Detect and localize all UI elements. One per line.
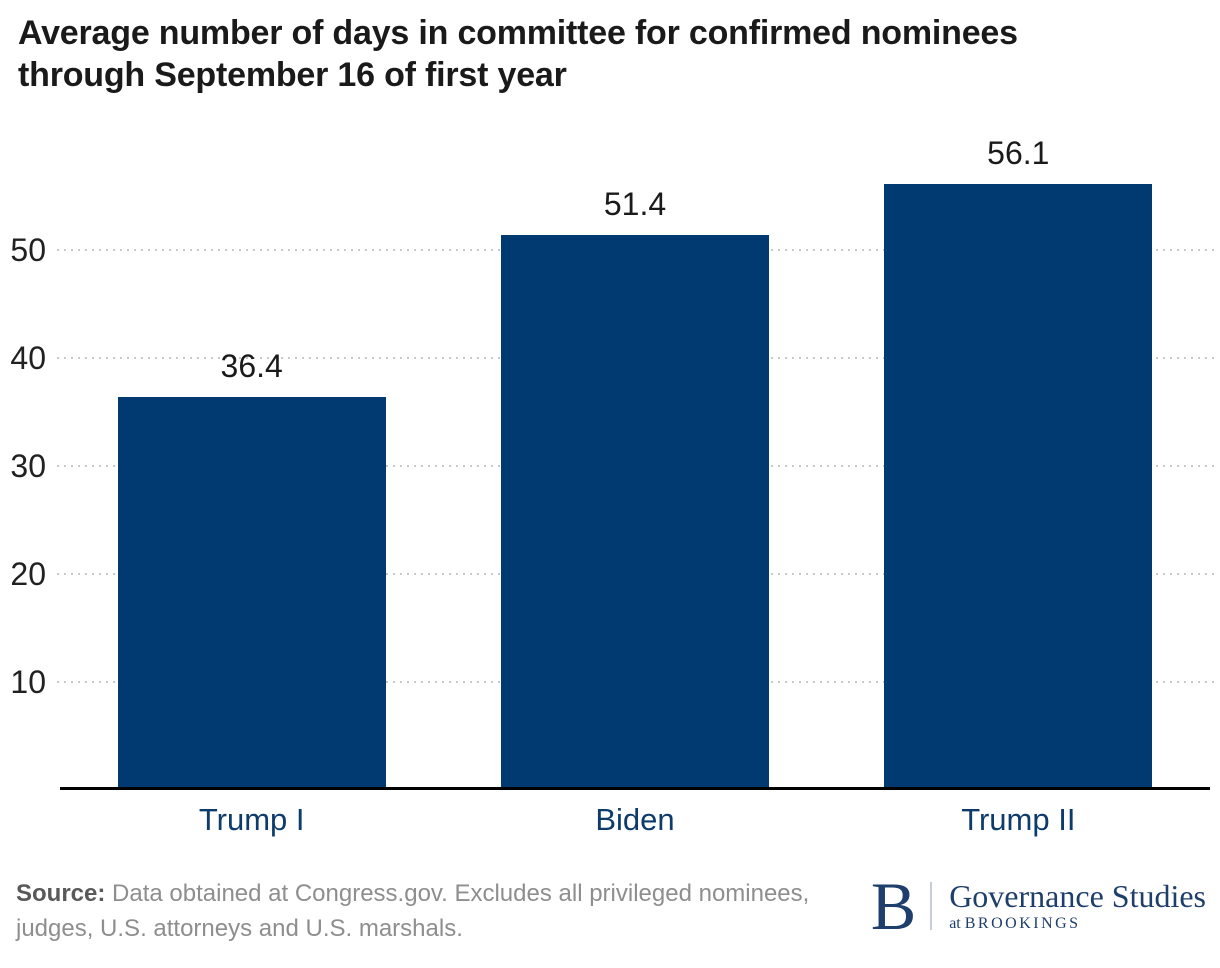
bar-slot: 36.4 (60, 142, 443, 790)
logo-sub-prefix: at (949, 914, 961, 932)
bar-slot: 51.4 (443, 142, 826, 790)
logo-brand-name: BROOKINGS (964, 914, 1081, 932)
source-text: Data obtained at Congress.gov. Excludes … (16, 880, 810, 942)
chart-footer: Source: Data obtained at Congress.gov. E… (16, 868, 1206, 946)
x-axis-labels: Trump I Biden Trump II (60, 800, 1210, 840)
brookings-b-mark: B (870, 868, 917, 944)
bar-value-label: 51.4 (603, 185, 667, 222)
y-axis-tick-label-30: 30 (10, 448, 46, 484)
bar (117, 396, 386, 790)
chart-title: Average number of days in committee for … (18, 12, 1178, 96)
source-label: Source: (16, 880, 106, 907)
bar (884, 184, 1153, 790)
x-axis-category-label: Trump II (961, 802, 1076, 837)
bar (500, 234, 769, 790)
source-note: Source: Data obtained at Congress.gov. E… (16, 876, 836, 946)
bar-slot: 56.1 (827, 135, 1210, 790)
chart-title-line-2: through September 16 of first year (18, 56, 567, 94)
y-axis: 10 20 30 40 50 (0, 142, 46, 790)
brookings-logo: B Governance Studies at BROOKINGS (870, 868, 1206, 944)
y-axis-tick-label-10: 10 (10, 664, 46, 700)
y-axis-tick-label-20: 20 (10, 556, 46, 592)
logo-program-name: Governance Studies (949, 877, 1206, 914)
x-axis-category-label: Biden (595, 802, 675, 837)
y-axis-tick-label-50: 50 (10, 232, 46, 268)
y-axis-tick-label-40: 40 (10, 340, 46, 376)
logo-text-block: Governance Studies at BROOKINGS (949, 880, 1206, 933)
plot-area: 36.4 51.4 56.1 (57, 135, 1218, 790)
bar-value-label: 56.1 (987, 135, 1050, 172)
x-axis-line (60, 787, 1210, 790)
logo-sub-line: at BROOKINGS (949, 915, 1206, 933)
logo-divider (930, 882, 933, 930)
x-axis-category-label: Trump I (198, 802, 305, 837)
bar-value-label: 36.4 (220, 347, 283, 384)
chart-title-line-1: Average number of days in committee for … (18, 14, 1018, 52)
